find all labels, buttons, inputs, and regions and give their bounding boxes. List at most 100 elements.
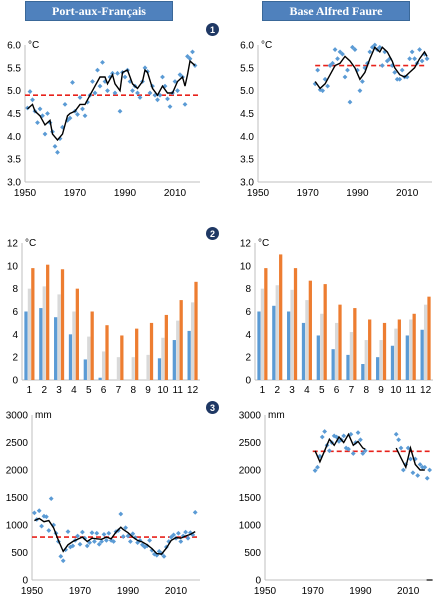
monthly_baf-xtick-label: 3 (289, 385, 295, 396)
monthly_baf-bar-s2 (353, 308, 357, 380)
temp_baf-point (412, 56, 417, 62)
monthly_paf-bar-s1 (146, 354, 150, 380)
precip_paf-running-mean (34, 517, 196, 555)
temp_paf-point (137, 95, 143, 100)
temp_baf-ytick-label: 4.0 (240, 132, 254, 143)
temp_paf-ytick-label: 3.0 (7, 178, 21, 189)
monthly_baf-bar-s1 (394, 328, 398, 380)
monthly_paf-bar-s1 (57, 294, 61, 380)
precip_baf-point (427, 467, 433, 473)
monthly_paf-xtick-label: 9 (145, 385, 151, 396)
monthly_baf-bar-s0 (420, 329, 424, 380)
monthly_baf-xtick-label: 7 (349, 385, 355, 396)
monthly_baf-bar-s0 (331, 349, 335, 380)
precip_paf-point (65, 529, 71, 534)
precip_baf-point (360, 451, 366, 456)
monthly_baf-ytick-label: 2 (245, 353, 251, 364)
precip_baf-point (341, 433, 347, 439)
monthly_paf-ytick-label: 4 (12, 330, 18, 341)
monthly_baf-bar-s2 (279, 254, 283, 380)
monthly_paf-unit-label: °C (25, 238, 36, 249)
monthly_paf-xtick-label: 7 (116, 385, 122, 396)
precip_paf-point (84, 543, 90, 549)
precip_baf-ytick-label: 1000 (239, 521, 262, 532)
temp_paf-xtick-label: 2010 (164, 188, 187, 199)
temp_baf-ytick-label: 3.0 (240, 178, 254, 189)
temp_baf-point (342, 74, 348, 80)
temp_paf-point (45, 111, 50, 116)
precip_paf-point (106, 530, 112, 536)
temp_paf-xtick-label: 1950 (14, 188, 37, 199)
precip_paf-point (75, 533, 80, 539)
temp_paf-point (90, 79, 95, 84)
precip_baf-point (358, 437, 363, 443)
monthly_baf-xtick-label: 12 (420, 385, 432, 396)
precip_paf-point (185, 535, 191, 541)
precip_baf-point (422, 464, 428, 470)
precip_paf-point (120, 534, 126, 539)
monthly_baf-xtick-label: 8 (363, 385, 369, 396)
monthly_baf-bar-s1 (423, 304, 428, 380)
monthly_paf-xtick-label: 10 (157, 385, 169, 396)
monthly_baf-bar-s0 (376, 357, 380, 380)
temp_baf-point (347, 99, 353, 105)
monthly_baf-bar-s1 (260, 288, 265, 380)
temp_paf-point (135, 90, 140, 96)
temp_paf-point (142, 65, 148, 71)
monthly_baf-bar-s1 (290, 289, 294, 380)
monthly_baf-xtick-label: 5 (319, 385, 325, 396)
temp_baf-point (397, 76, 403, 82)
precip_paf-xtick-label: 1950 (21, 586, 44, 597)
precip_baf-point (355, 430, 361, 435)
temp_paf-unit-label: °C (28, 40, 39, 51)
header-port-aux-francais: Port-aux-Français (25, 1, 173, 21)
section-badge-2: 2 (206, 227, 219, 240)
precip_paf-point (36, 508, 42, 514)
precip_baf-point (362, 448, 368, 454)
precip_paf-point (39, 523, 44, 529)
precip_baf-point (322, 429, 328, 434)
precip_paf-point (99, 539, 104, 544)
monthly_paf-bar-s1 (101, 351, 106, 380)
monthly_paf-bar-s1 (131, 357, 135, 380)
temp_baf-xtick-label: 1950 (247, 188, 270, 199)
precip_paf-point (58, 553, 64, 559)
temp_paf-point (62, 101, 68, 107)
monthly_paf-bar-s0 (187, 330, 191, 380)
temp_paf-point (67, 115, 73, 121)
temp_paf-point (162, 83, 168, 89)
temp_baf-point (409, 49, 415, 55)
temp_paf-point (165, 96, 170, 102)
temp_paf-ytick-label: 6.0 (7, 41, 21, 52)
precip_paf-point (82, 535, 88, 541)
temp_paf-point (35, 120, 40, 126)
precip_paf-point (77, 541, 83, 547)
precip_paf-ytick-label: 0 (22, 576, 28, 587)
monthly_baf-xtick-label: 10 (390, 385, 402, 396)
precip_paf-point (80, 529, 85, 535)
temp_paf-xtick-label: 1970 (64, 188, 87, 199)
precip_paf-point (190, 532, 196, 538)
precip_paf-xtick-label: 1990 (117, 586, 140, 597)
monthly_baf-ytick-label: 6 (245, 307, 251, 318)
precip_baf-point (346, 446, 351, 452)
monthly_baf-bar-s1 (409, 319, 413, 380)
monthly_baf-bar-s0 (272, 305, 276, 380)
temp_paf-point (127, 79, 133, 84)
temp_baf-running-mean (314, 46, 428, 90)
temp_paf-point (167, 104, 173, 110)
monthly_paf-bar-s2 (75, 288, 79, 380)
monthly_baf-bar-s2 (382, 322, 387, 380)
monthly_baf-ytick-label: 12 (240, 239, 252, 250)
temp_baf-point (320, 88, 326, 94)
temp_paf-ytick-label: 5.5 (7, 63, 21, 74)
temp_paf-xtick-label: 1990 (114, 188, 137, 199)
monthly_paf-bar-s2 (120, 335, 124, 380)
temp_paf-point (130, 88, 135, 94)
temp_paf-point (42, 131, 48, 137)
temp_paf-point (182, 101, 188, 107)
temp_baf-point (407, 56, 413, 62)
precip_baf-point (415, 473, 421, 478)
precip_paf-ytick-label: 1500 (6, 493, 29, 504)
precip_paf-point (44, 514, 49, 520)
